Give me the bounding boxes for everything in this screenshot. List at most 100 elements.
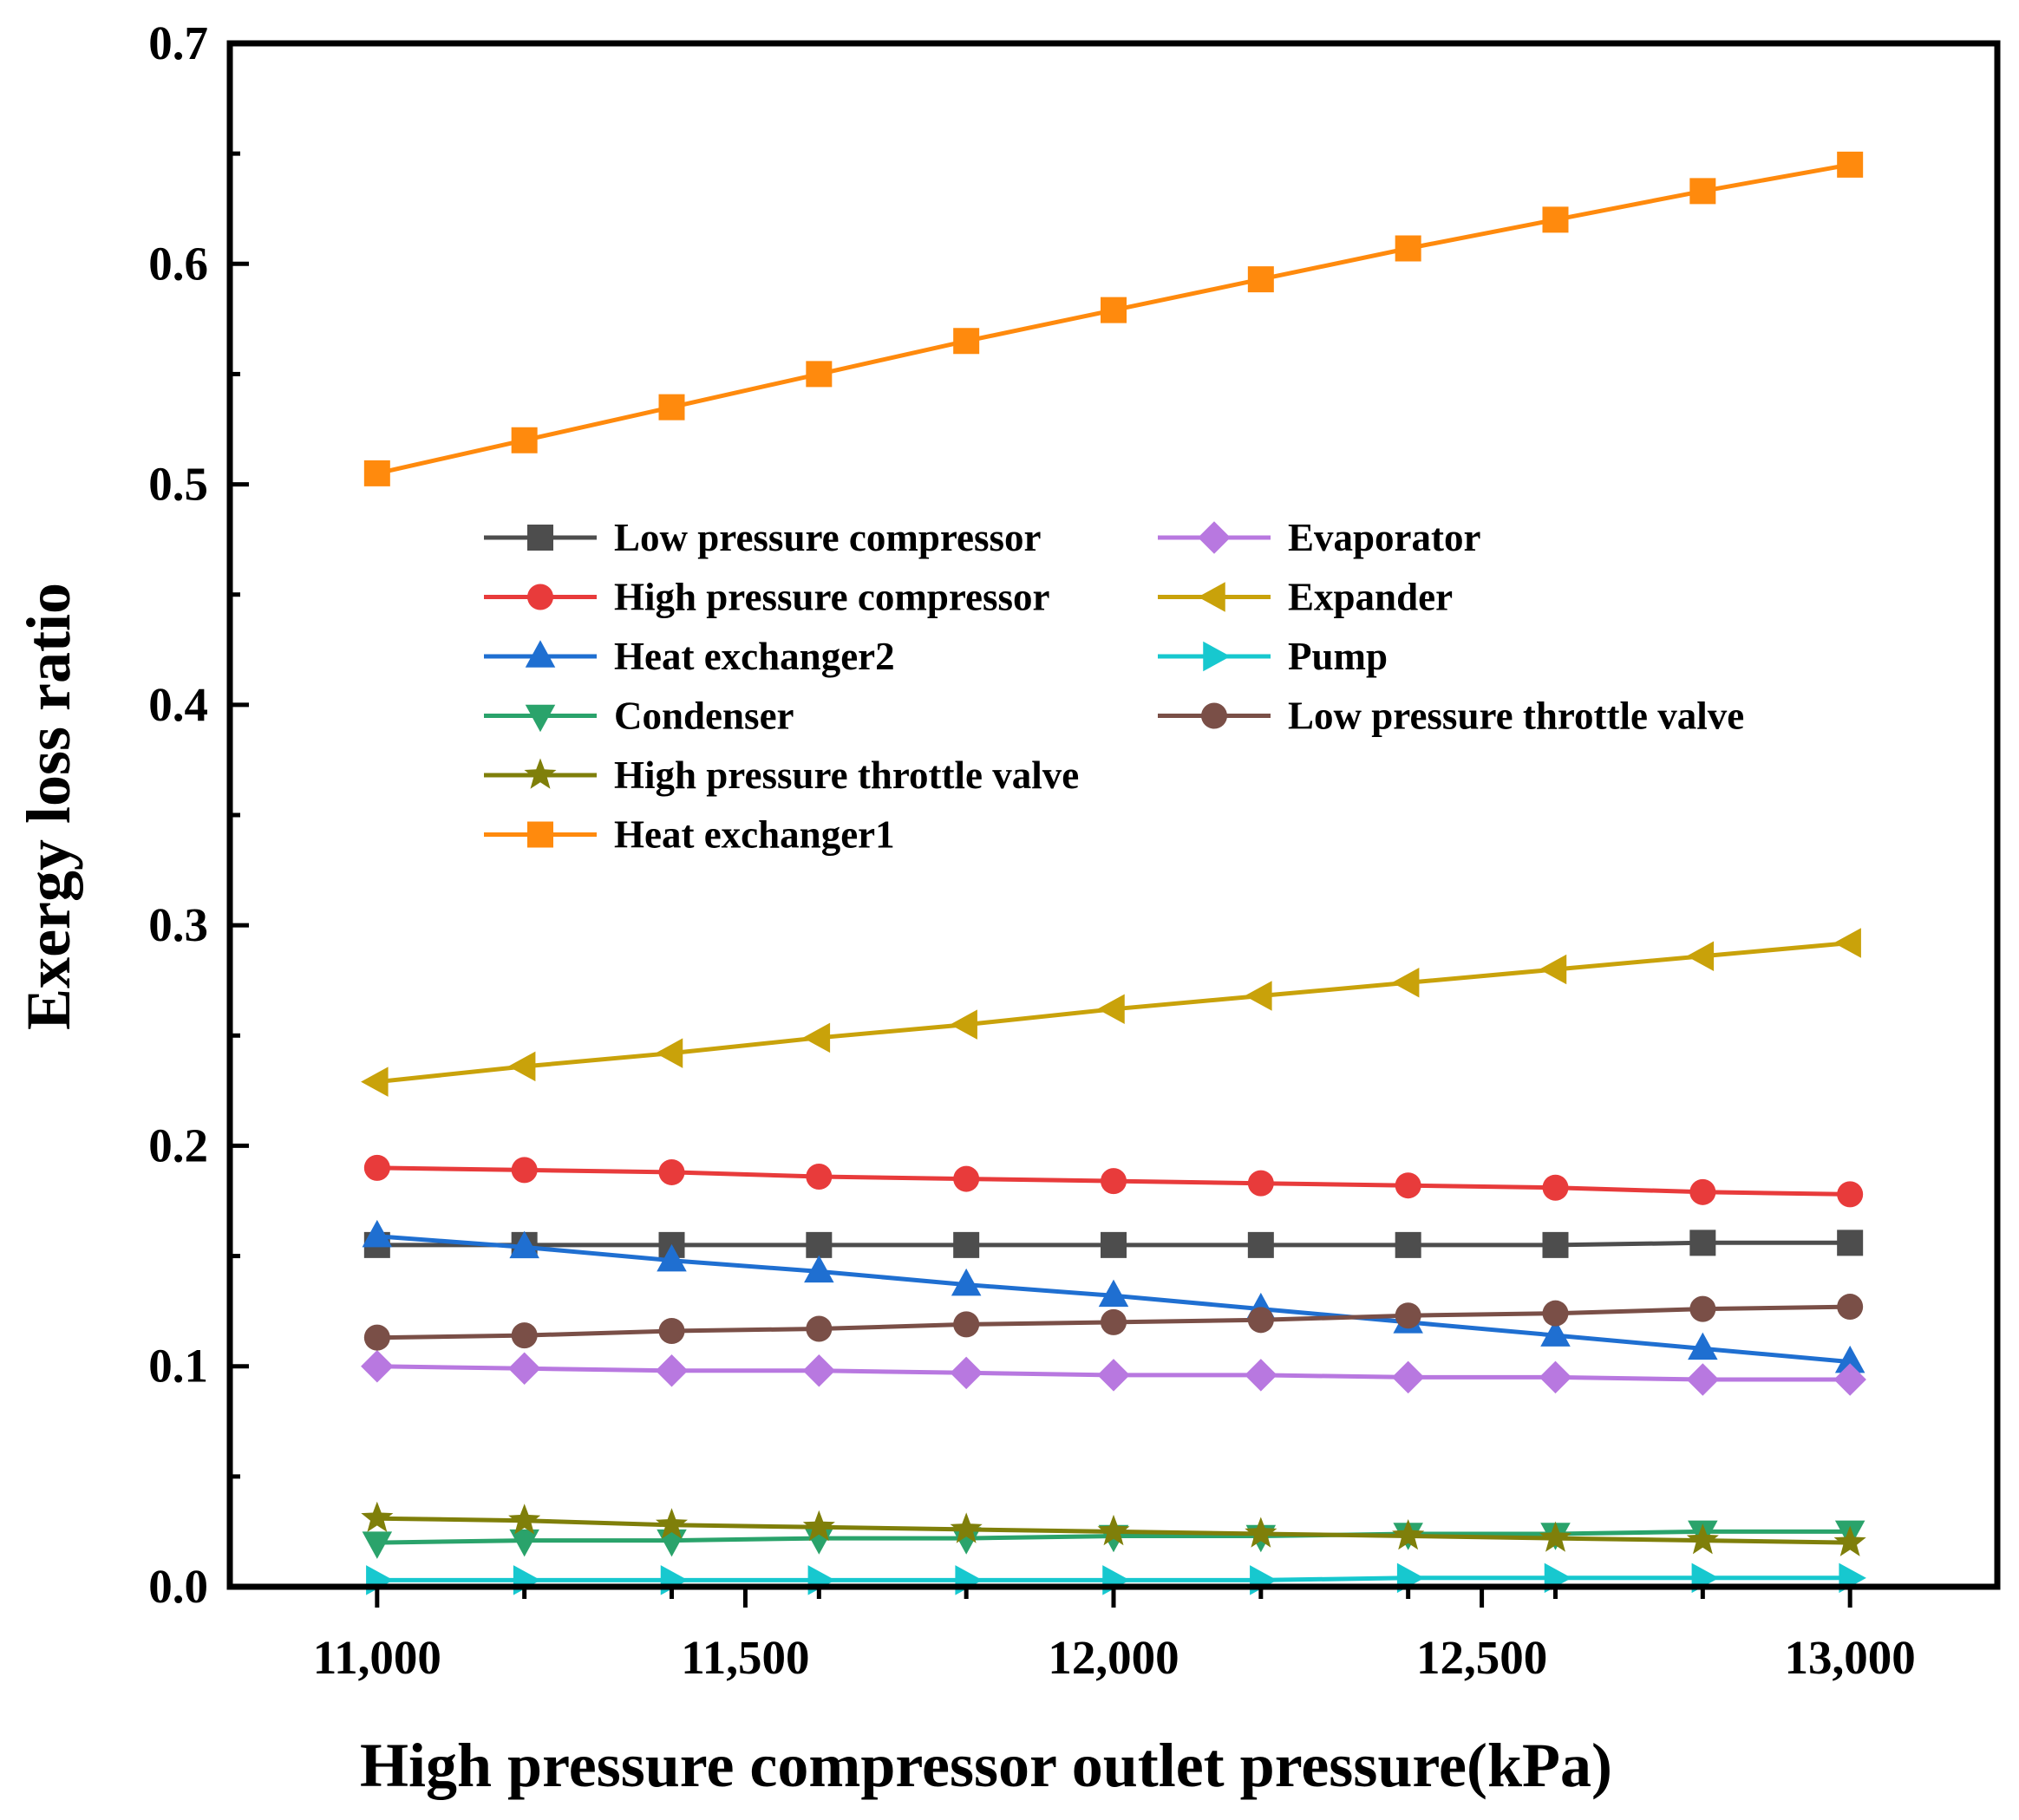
data-point — [1101, 1231, 1127, 1258]
legend-item-heat-exchanger2: Heat exchanger2 — [484, 635, 895, 678]
data-point — [1837, 1181, 1864, 1208]
data-point — [1689, 1295, 1716, 1322]
data-point — [1837, 1230, 1864, 1256]
data-point — [951, 1527, 982, 1555]
data-point — [1245, 1517, 1277, 1548]
data-point — [362, 1531, 393, 1559]
data-point — [509, 1529, 539, 1557]
legend-label: Condenser — [614, 695, 794, 738]
legend-item-expander: Expander — [1158, 576, 1453, 619]
data-point — [802, 1022, 831, 1054]
data-point — [1837, 1294, 1864, 1321]
legend: Low pressure compressor High pressure com… — [484, 516, 1744, 857]
x-tick-label: 13,000 — [1785, 1631, 1916, 1684]
data-point — [361, 1349, 394, 1383]
y-tick-label: 0.1 — [148, 1340, 208, 1393]
legend-item-high-pressure-throttle-valve: High pressure throttle valve — [484, 753, 1079, 797]
data-point — [806, 361, 833, 388]
data-point — [802, 1510, 835, 1542]
legend-marker — [1201, 702, 1227, 729]
series-high-pressure-compressor — [363, 1154, 1864, 1208]
series-evaporator — [361, 1349, 1866, 1396]
y-tick-label: 0.3 — [148, 898, 208, 951]
legend-item-low-pressure-throttle-valve: Low pressure throttle valve — [1158, 695, 1744, 738]
y-tick-label: 0.7 — [148, 16, 208, 69]
legend-label: High pressure compressor — [614, 576, 1050, 619]
legend-item-heat-exchanger1: Heat exchanger1 — [484, 813, 895, 857]
legend-marker — [527, 584, 553, 610]
data-point — [1837, 151, 1864, 178]
series-low-pressure-throttle-valve — [363, 1294, 1864, 1351]
data-point — [657, 1243, 687, 1272]
legend-marker — [525, 640, 556, 668]
legend-item-low-pressure-compressor: Low pressure compressor — [484, 516, 1041, 559]
series-heat-exchanger1 — [363, 151, 1864, 486]
data-point — [363, 1154, 390, 1181]
y-tick-label: 0.5 — [148, 458, 208, 511]
data-point — [507, 1352, 541, 1386]
data-point — [1395, 235, 1421, 262]
legend-item-high-pressure-compressor: High pressure compressor — [484, 576, 1050, 619]
data-point — [1542, 1300, 1569, 1327]
legend-label: Heat exchanger2 — [614, 635, 895, 678]
series-expander — [361, 928, 1861, 1097]
data-point — [1098, 1279, 1129, 1308]
data-point — [363, 1324, 390, 1351]
data-point — [1391, 968, 1420, 998]
data-point — [953, 1165, 980, 1192]
data-point — [1834, 1345, 1865, 1373]
legend-marker — [527, 821, 553, 848]
data-point — [1689, 178, 1716, 205]
series-low-pressure-compressor — [363, 1230, 1864, 1258]
data-point — [806, 1164, 833, 1191]
data-point — [511, 427, 538, 453]
data-point — [1833, 1525, 1866, 1556]
data-point — [656, 1508, 688, 1539]
data-point — [804, 1255, 834, 1283]
y-tick-label: 0.2 — [148, 1119, 208, 1171]
axis-layer: 0.0 0.1 0.2 0.3 0.4 0.5 0.6 0.7 11,000 11,500 12,0… — [148, 16, 2001, 1684]
data-point — [1688, 1332, 1718, 1360]
series-layer — [361, 151, 1866, 1595]
data-point — [1395, 1302, 1421, 1329]
data-point — [658, 1318, 685, 1345]
y-tick-label: 0.6 — [148, 237, 208, 290]
x-tick-label: 12,000 — [1048, 1631, 1179, 1684]
data-point — [1686, 1523, 1719, 1555]
data-point — [655, 1038, 683, 1068]
data-point — [511, 1322, 538, 1349]
y-tick-label: 0.0 — [148, 1560, 208, 1613]
data-point — [1247, 266, 1274, 293]
data-point — [950, 1009, 977, 1040]
data-point — [1395, 1231, 1421, 1258]
x-tick-label: 11,000 — [313, 1631, 441, 1684]
legend-label: Expander — [1288, 576, 1453, 619]
data-point — [806, 1315, 833, 1342]
data-point — [658, 394, 685, 421]
data-point — [361, 1067, 389, 1097]
data-point — [1247, 1307, 1274, 1334]
data-point — [1247, 1170, 1274, 1197]
x-axis-title: High pressure compressor outlet pressure… — [360, 1731, 1612, 1800]
data-point — [362, 1219, 393, 1248]
data-point — [658, 1158, 685, 1185]
legend-marker — [525, 704, 556, 733]
data-point — [953, 1311, 980, 1338]
data-point — [1833, 1363, 1866, 1396]
data-point — [655, 1354, 689, 1387]
legend-marker — [524, 758, 557, 789]
data-point — [953, 1231, 980, 1258]
legend-item-condenser: Condenser — [484, 695, 794, 738]
data-point — [1833, 928, 1861, 958]
legend-item-pump: Pump — [1158, 635, 1388, 678]
data-point — [1542, 1231, 1569, 1258]
series-high-pressure-throttle-valve — [361, 1501, 1866, 1556]
legend-label: Heat exchanger1 — [614, 813, 895, 857]
data-point — [1395, 1172, 1421, 1199]
legend-label: Low pressure compressor — [614, 516, 1041, 559]
data-point — [1101, 1168, 1127, 1195]
data-point — [1542, 1174, 1569, 1201]
data-point — [951, 1268, 982, 1296]
data-point — [363, 460, 390, 486]
